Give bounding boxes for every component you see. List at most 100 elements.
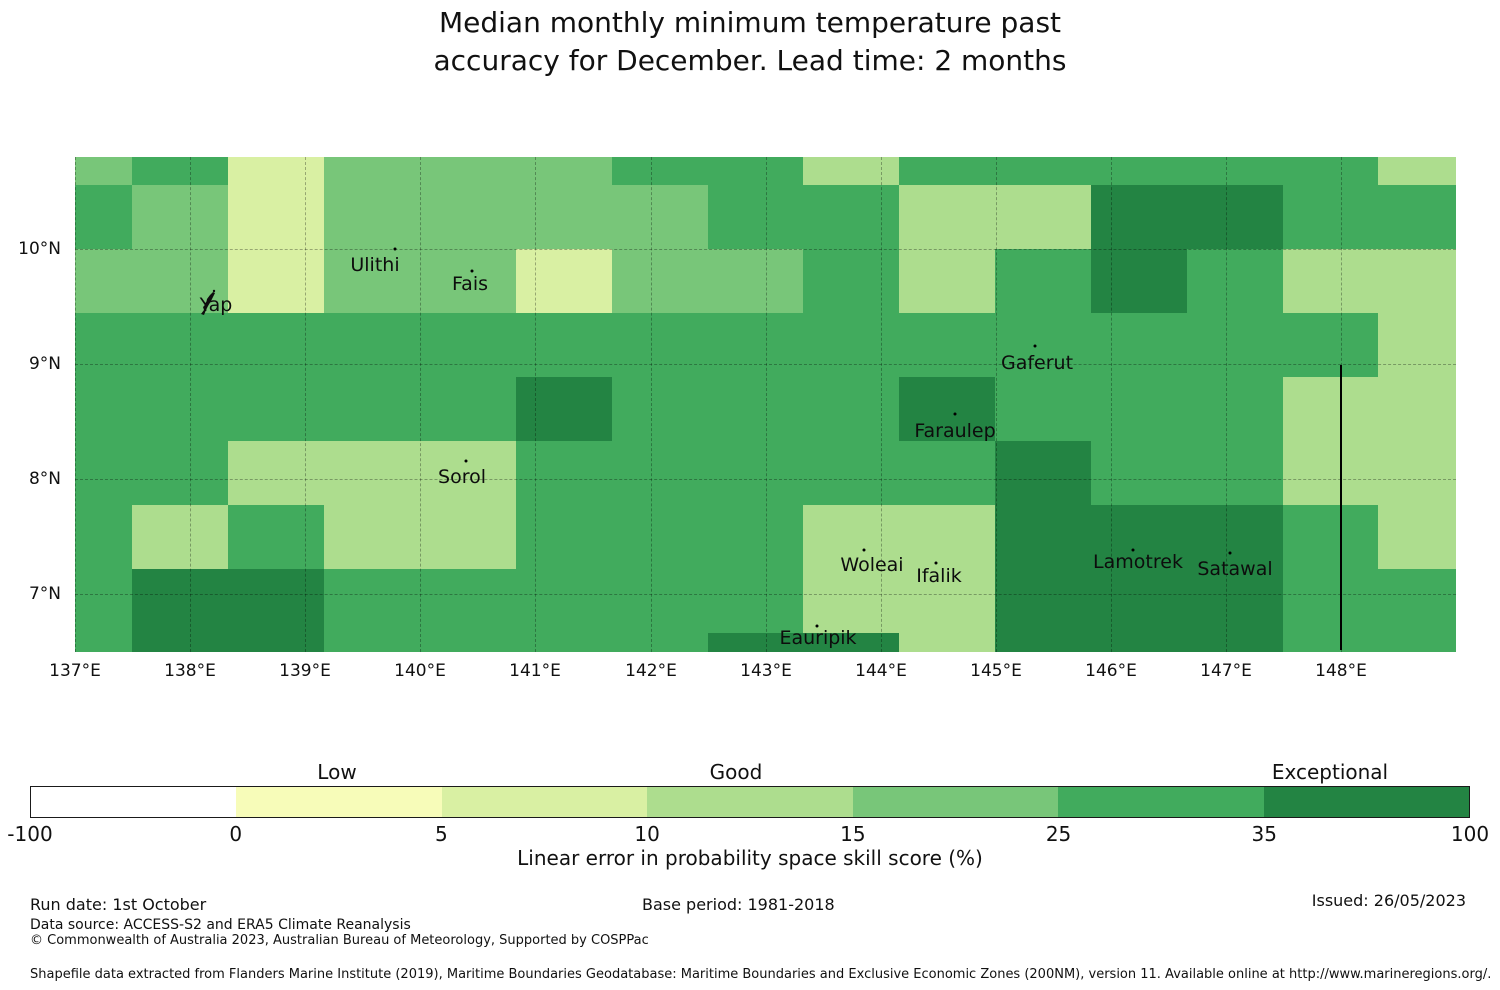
grid-cell (516, 569, 612, 633)
grid-cell (995, 505, 1091, 569)
grid-cell (612, 441, 708, 505)
colorbar-segment (1058, 787, 1264, 817)
grid-cell (1091, 505, 1187, 569)
x-axis-tick-label: 138°E (164, 661, 216, 681)
grid-cell (708, 569, 803, 633)
grid-cell (899, 313, 995, 377)
chart-title: Median monthly minimum temperature past … (0, 4, 1500, 80)
grid-cell (803, 569, 899, 633)
longitude-gridline (1226, 157, 1227, 652)
grid-cell (803, 313, 899, 377)
grid-cell (1378, 249, 1456, 313)
island-label: Fais (451, 273, 489, 295)
grid-cell (228, 441, 324, 505)
grid-cell (324, 185, 420, 249)
grid-cell (1283, 441, 1378, 505)
grid-cell (612, 505, 708, 569)
grid-cell (132, 569, 228, 633)
grid-cell (899, 249, 995, 313)
grid-cell (324, 377, 420, 441)
x-axis-tick-label: 143°E (740, 661, 792, 681)
grid-cell (228, 505, 324, 569)
x-axis-tick-label: 146°E (1085, 661, 1137, 681)
island-marker-dot (470, 269, 474, 273)
grid-cell (420, 505, 516, 569)
grid-cell (612, 569, 708, 633)
data-source-text: Data source: ACCESS-S2 and ERA5 Climate … (30, 917, 411, 933)
grid-cell (1283, 185, 1378, 249)
grid-cell (228, 633, 324, 652)
grid-cell (899, 185, 995, 249)
colorbar-segment (647, 787, 853, 817)
grid-cell (708, 157, 803, 185)
colorbar-tick-label: 10 (634, 822, 660, 846)
grid-cell (899, 505, 995, 569)
grid-cell (324, 569, 420, 633)
copyright-text: © Commonwealth of Australia 2023, Austra… (30, 933, 649, 948)
grid-cell (516, 157, 612, 185)
grid-cell (1187, 505, 1283, 569)
grid-cell (995, 313, 1091, 377)
colorbar-segment (852, 787, 1059, 817)
grid-cell (803, 157, 899, 185)
grid-cell (420, 185, 516, 249)
x-axis-tick-label: 148°E (1315, 661, 1367, 681)
grid-cell (324, 441, 420, 505)
grid-cell (1283, 633, 1378, 652)
grid-cell (1091, 313, 1187, 377)
grid-cell (132, 441, 228, 505)
colorbar (30, 786, 1470, 818)
grid-cell (420, 157, 516, 185)
island-marker-dot (1228, 551, 1232, 555)
grid-cell (899, 377, 995, 441)
grid-cell (1283, 377, 1378, 441)
grid-cell (75, 633, 132, 652)
grid-cell (75, 441, 132, 505)
grid-cell (995, 249, 1091, 313)
grid-cell (1091, 249, 1187, 313)
grid-cell (995, 185, 1091, 249)
colorbar-tick-label: 5 (435, 822, 448, 846)
grid-cell (1283, 505, 1378, 569)
grid-cell (612, 249, 708, 313)
longitude-gridline (190, 157, 191, 652)
grid-cell (612, 377, 708, 441)
colorbar-segment (236, 787, 442, 817)
grid-cell (899, 157, 995, 185)
y-axis-tick-label: 8°N (28, 469, 61, 489)
x-axis-tick-label: 142°E (625, 661, 677, 681)
grid-cell (612, 157, 708, 185)
grid-cell (1283, 249, 1378, 313)
grid-cell (708, 633, 803, 652)
grid-cell (708, 505, 803, 569)
x-axis-tick-label: 144°E (855, 661, 907, 681)
longitude-gridline (766, 157, 767, 652)
longitude-gridline (996, 157, 997, 652)
grid-cell (995, 569, 1091, 633)
eez-boundary-line (1340, 365, 1342, 650)
island-label: Sorol (438, 466, 486, 488)
grid-cell (995, 377, 1091, 441)
grid-cell (1187, 569, 1283, 633)
grid-cell (1091, 441, 1187, 505)
grid-cell (1091, 185, 1187, 249)
island-label: Lamotrek (1093, 551, 1183, 573)
colorbar-tick-label: 100 (1450, 822, 1490, 846)
grid-cell (1283, 569, 1378, 633)
grid-cell (516, 633, 612, 652)
grid-cell (899, 633, 995, 652)
grid-cell (1378, 505, 1456, 569)
grid-cell (1283, 157, 1378, 185)
grid-cell (516, 249, 612, 313)
grid-cell (132, 249, 228, 313)
longitude-gridline (305, 157, 306, 652)
grid-cell (803, 441, 899, 505)
island-marker-dot (953, 412, 957, 416)
grid-cell (324, 249, 420, 313)
grid-cell (1378, 313, 1456, 377)
grid-cell (132, 505, 228, 569)
grid-cell (899, 441, 995, 505)
grid-cell (612, 633, 708, 652)
x-axis-tick-label: 140°E (394, 661, 446, 681)
x-axis-tick-label: 145°E (970, 661, 1022, 681)
